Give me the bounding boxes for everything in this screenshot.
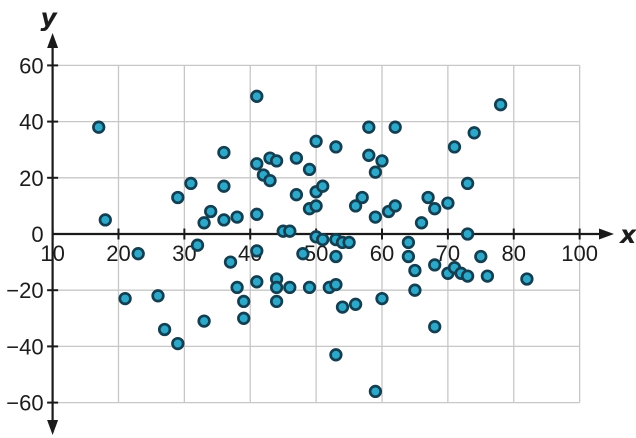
data-point: [408, 263, 422, 278]
y-axis-title: y: [40, 3, 58, 32]
data-point: [250, 244, 264, 258]
data-point: [250, 207, 264, 221]
data-point: [171, 190, 185, 205]
data-point: [329, 277, 343, 292]
data-point: [118, 291, 132, 306]
data-point: [289, 188, 304, 202]
data-point: [184, 176, 198, 191]
data-point: [348, 199, 363, 213]
data-point: [98, 213, 112, 227]
data-point: [480, 269, 495, 283]
data-point: [520, 272, 534, 286]
data-point: [460, 269, 475, 283]
data-point: [428, 258, 442, 272]
data-point: [296, 247, 310, 261]
data-point: [368, 384, 383, 399]
data-point: [230, 280, 244, 295]
data-point: [375, 154, 389, 168]
y-axis-arrow-down: [47, 420, 59, 435]
data-point: [230, 210, 244, 224]
data-point: [309, 134, 323, 148]
data-point: [355, 190, 369, 205]
data-point: [414, 216, 429, 230]
data-point: [302, 280, 317, 295]
data-point: [263, 173, 277, 188]
x-tick-label: 10: [40, 241, 64, 266]
data-point: [460, 227, 475, 241]
y-tick-label: −40: [6, 334, 43, 359]
x-axis-arrow-right: [599, 228, 614, 240]
data-point: [441, 196, 455, 210]
data-point: [269, 294, 284, 309]
data-point: [289, 151, 304, 165]
data-point: [92, 120, 106, 134]
y-tick-label: 40: [19, 110, 43, 135]
y-tick-label: 60: [19, 53, 43, 78]
x-tick-label: 80: [502, 241, 526, 266]
data-point: [223, 255, 238, 269]
data-point: [302, 162, 317, 177]
data-point: [375, 291, 389, 306]
data-point: [401, 249, 416, 264]
data-point: [309, 199, 323, 213]
y-tick-label: 0: [31, 222, 43, 247]
data-point: [421, 190, 435, 205]
data-point: [190, 238, 205, 252]
data-point: [362, 148, 376, 162]
data-point: [447, 140, 462, 154]
data-point: [283, 280, 297, 295]
data-point: [388, 120, 402, 134]
data-point: [348, 297, 363, 311]
data-point: [171, 336, 185, 351]
data-point: [474, 249, 488, 264]
data-point: [460, 176, 475, 191]
y-tick-label: −20: [6, 278, 43, 303]
data-point: [335, 300, 350, 314]
data-point: [269, 154, 284, 168]
data-point: [316, 179, 330, 193]
y-tick-label: 20: [19, 166, 43, 191]
data-point: [401, 235, 416, 250]
data-point: [250, 157, 264, 171]
data-point: [428, 320, 442, 334]
x-tick-label: 100: [561, 241, 598, 266]
y-axis-arrow-up: [47, 33, 59, 48]
data-point: [362, 120, 376, 134]
data-point: [316, 232, 330, 247]
x-axis-title: x: [618, 220, 636, 249]
data-point: [237, 294, 251, 309]
data-point: [217, 179, 231, 193]
data-point: [368, 165, 383, 179]
y-tick-label: −60: [6, 391, 43, 416]
data-point: [204, 204, 218, 219]
data-point: [250, 89, 264, 103]
data-point: [329, 140, 343, 154]
data-point: [131, 247, 145, 261]
x-tick-label: 60: [370, 241, 394, 266]
data-point: [388, 199, 402, 213]
x-tick-label: 20: [106, 241, 130, 266]
data-point: [250, 275, 264, 289]
data-point: [408, 283, 422, 297]
data-point: [342, 235, 356, 250]
data-point: [217, 213, 231, 227]
data-point: [197, 314, 211, 328]
data-point: [157, 322, 172, 337]
data-point: [329, 348, 343, 362]
data-point: [467, 126, 481, 140]
data-point: [283, 224, 297, 238]
data-point: [237, 311, 251, 325]
data-point: [217, 145, 231, 160]
data-point: [151, 289, 165, 303]
data-point: [197, 216, 211, 230]
data-point: [428, 202, 442, 216]
data-point: [493, 98, 508, 112]
data-point: [269, 280, 284, 295]
data-point: [368, 210, 383, 224]
data-point: [329, 249, 343, 264]
